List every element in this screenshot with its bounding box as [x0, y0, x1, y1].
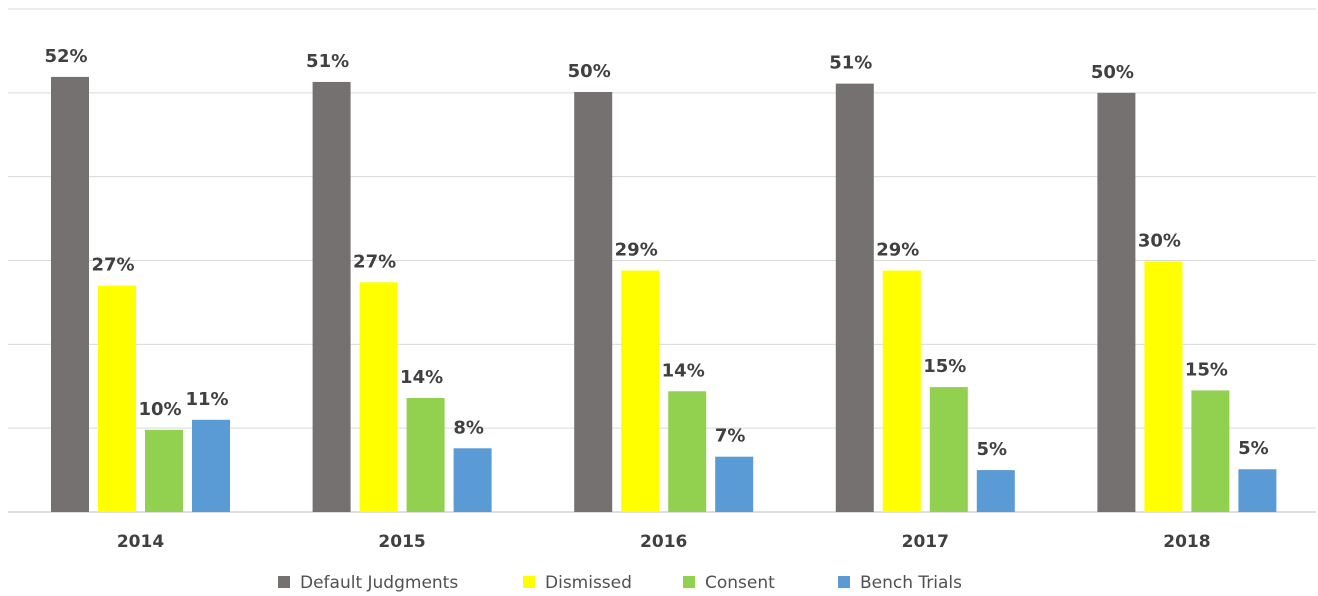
bar: [621, 270, 660, 512]
value-label: 50%: [1091, 62, 1134, 83]
value-label: 7%: [715, 426, 746, 447]
legend-swatch: [278, 576, 290, 588]
legend-label: Dismissed: [545, 573, 632, 593]
x-tick-label: 2017: [902, 532, 949, 552]
value-label: 29%: [615, 240, 658, 261]
bar: [835, 83, 874, 512]
value-label: 50%: [568, 61, 611, 82]
legend-swatch: [523, 576, 535, 588]
value-label: 8%: [453, 417, 484, 438]
legend-swatch: [683, 576, 695, 588]
bar: [453, 448, 492, 512]
bar: [574, 91, 613, 513]
value-label: 27%: [353, 251, 396, 272]
bar: [929, 387, 968, 512]
bar: [1097, 92, 1136, 512]
bar: [1144, 261, 1183, 512]
value-label: 14%: [662, 360, 705, 381]
value-label: 52%: [44, 46, 87, 67]
value-label: 15%: [923, 356, 966, 377]
x-tick-label: 2018: [1163, 532, 1210, 552]
bar: [668, 391, 707, 512]
bar: [715, 456, 754, 512]
x-tick-label: 2015: [378, 532, 425, 552]
bar: [1238, 469, 1277, 512]
value-label: 11%: [185, 389, 228, 410]
bar: [359, 282, 398, 512]
bar: [406, 397, 445, 512]
value-label: 51%: [306, 51, 349, 72]
x-tick-label: 2016: [640, 532, 687, 552]
legend-label: Consent: [705, 573, 775, 593]
legend-label: Default Judgments: [300, 573, 458, 593]
legend-swatch: [838, 576, 850, 588]
bar: [51, 76, 89, 512]
bar: [1191, 390, 1230, 512]
value-label: 27%: [91, 255, 134, 276]
value-label: 15%: [1185, 359, 1228, 380]
value-label: 29%: [876, 240, 919, 261]
bar: [976, 470, 1015, 512]
bar: [192, 419, 230, 512]
value-label: 51%: [829, 53, 872, 74]
bar: [312, 81, 351, 512]
value-label: 14%: [400, 367, 443, 388]
value-label: 30%: [1138, 230, 1181, 251]
value-label: 10%: [138, 399, 181, 420]
x-tick-label: 2014: [117, 532, 164, 552]
bar: [882, 270, 921, 512]
legend-label: Bench Trials: [860, 573, 962, 593]
value-label: 5%: [977, 439, 1008, 460]
value-label: 5%: [1238, 438, 1269, 459]
bar: [145, 429, 183, 512]
bar: [98, 285, 136, 512]
